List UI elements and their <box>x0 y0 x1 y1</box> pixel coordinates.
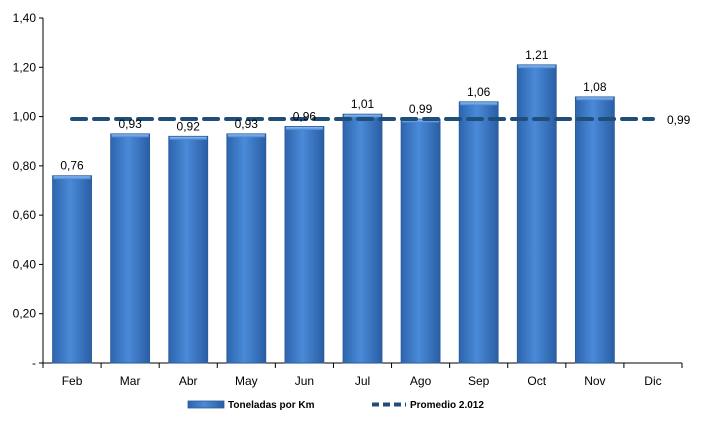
x-tick-label: May <box>235 374 258 388</box>
average-line-label: 0,99 <box>667 113 691 127</box>
bar-data-label: 0,96 <box>293 109 317 123</box>
bar-highlight <box>576 97 614 101</box>
bar <box>168 135 209 364</box>
bar <box>284 126 325 364</box>
bar-data-label: 1,08 <box>583 80 607 94</box>
bar-highlight <box>111 134 149 138</box>
x-tick-label: Jul <box>355 374 370 388</box>
bar-highlight <box>518 65 556 69</box>
bar-data-label: 0,76 <box>60 159 84 173</box>
bar-highlight <box>227 134 265 138</box>
y-tick-label: 0,20 <box>13 307 37 321</box>
x-tick-label: Jun <box>295 374 314 388</box>
data-labels: 0,76 0,93 0,92 0,93 0,96 1,01 0,99 1,06 1,21 1,08… <box>60 48 690 173</box>
bar <box>458 101 499 364</box>
bar-data-label: 1,01 <box>351 97 375 111</box>
x-tick-label: Sep <box>468 374 490 388</box>
x-axis: Feb Mar Abr May Jun Jul Ago Sep Oct Nov Dic <box>42 362 683 388</box>
bar <box>52 175 92 364</box>
x-tick-label: Abr <box>179 374 198 388</box>
bar-data-label: 0,99 <box>409 102 433 116</box>
bar-data-label: 1,06 <box>467 85 491 99</box>
x-tick-label: Mar <box>120 374 141 388</box>
legend-label-bar: Toneladas por Km <box>228 400 315 411</box>
bar <box>574 96 615 364</box>
legend-label-line: Promedio 2.012 <box>410 400 484 411</box>
bar-highlight <box>402 119 440 123</box>
y-tick-label: 1,20 <box>13 60 37 74</box>
bar-series <box>52 64 615 364</box>
x-tick-label: Ago <box>410 374 432 388</box>
legend-swatch-bar <box>187 400 225 409</box>
bar-highlight <box>285 126 323 130</box>
bar <box>110 133 151 364</box>
y-tick-label: 1,00 <box>13 110 37 124</box>
bar-data-label: 1,21 <box>525 48 549 62</box>
y-axis: - 0,20 0,40 0,60 0,80 1,00 1,20 1,40 <box>13 11 44 370</box>
x-tick-label: Nov <box>584 374 605 388</box>
x-tick-label: Feb <box>62 374 83 388</box>
bar-highlight <box>460 102 498 106</box>
bar-data-label: 0,93 <box>235 117 259 131</box>
y-tick-label: 0,60 <box>13 208 37 222</box>
y-tick-label: 1,40 <box>13 11 37 25</box>
y-tick-label: 0,80 <box>13 159 37 173</box>
bar <box>342 113 383 364</box>
y-tick-label: 0,40 <box>13 257 37 271</box>
bar-highlight <box>53 176 91 180</box>
legend: Toneladas por Km Promedio 2.012 <box>187 400 484 411</box>
bar-data-label: 0,92 <box>177 119 201 133</box>
bar-highlight <box>169 136 207 140</box>
bar-highlight <box>344 114 381 118</box>
y-tick-label: - <box>32 356 36 370</box>
bar <box>226 133 267 364</box>
bar-data-label: 0,93 <box>118 117 142 131</box>
bar <box>400 118 441 364</box>
x-tick-label: Oct <box>527 374 546 388</box>
x-tick-label: Dic <box>644 374 661 388</box>
bar <box>516 64 557 364</box>
